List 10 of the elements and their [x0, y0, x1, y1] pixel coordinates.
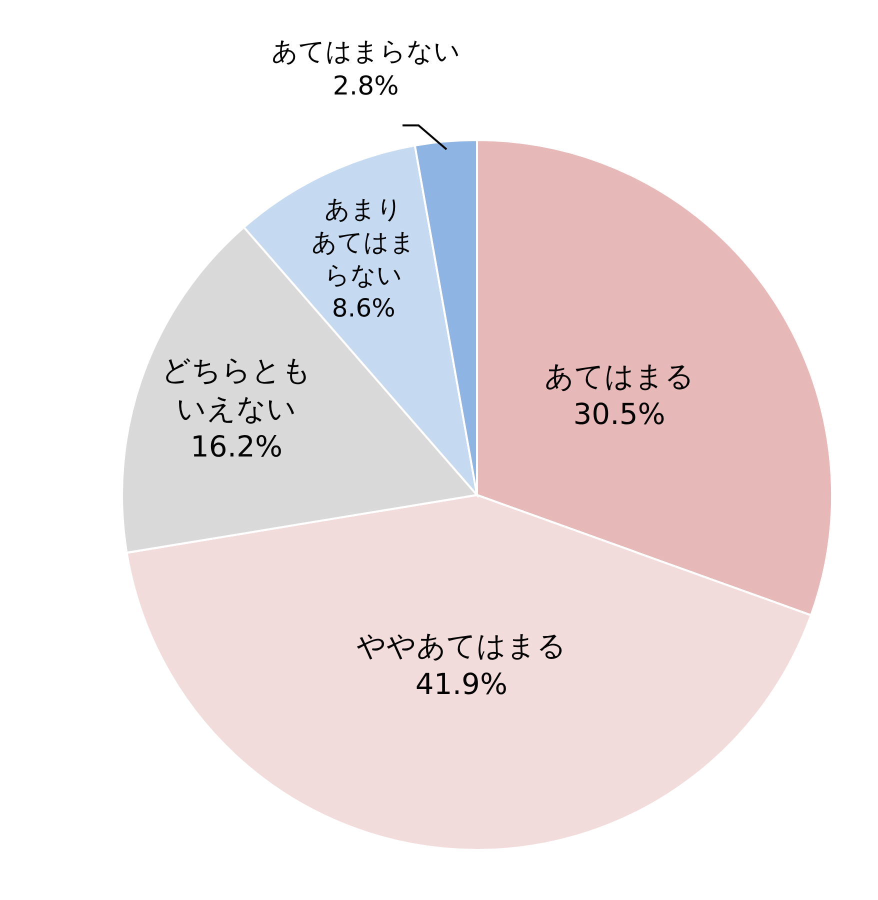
data-label: 16.2%	[190, 430, 283, 464]
data-label: 8.6%	[332, 293, 396, 322]
slice-label: あてはまらない	[271, 37, 460, 68]
slice-label: あてはまる	[544, 358, 694, 393]
slice-label: ややあてはまる	[356, 628, 566, 663]
data-label: 30.5%	[573, 397, 666, 432]
slice-label: あまりあてはまらない	[312, 194, 416, 290]
slice-label: どちらともいえない	[162, 353, 312, 426]
data-label: 2.8%	[332, 72, 399, 102]
data-label: 41.9%	[415, 666, 508, 701]
